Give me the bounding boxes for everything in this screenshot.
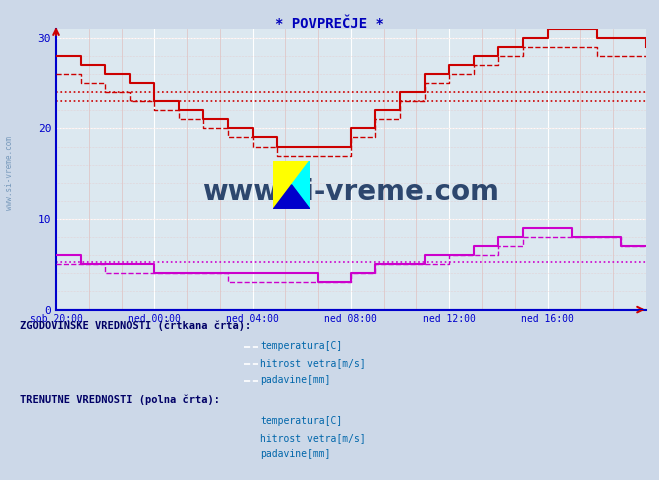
Text: padavine[mm]: padavine[mm] <box>260 449 331 459</box>
Text: TRENUTNE VREDNOSTI (polna črta):: TRENUTNE VREDNOSTI (polna črta): <box>20 395 219 405</box>
Text: hitrost vetra[m/s]: hitrost vetra[m/s] <box>260 432 366 443</box>
Text: temperatura[C]: temperatura[C] <box>260 416 343 426</box>
Text: * POVPREČJE *: * POVPREČJE * <box>275 17 384 31</box>
Text: padavine[mm]: padavine[mm] <box>260 375 331 385</box>
Polygon shape <box>273 185 310 209</box>
Text: hitrost vetra[m/s]: hitrost vetra[m/s] <box>260 358 366 368</box>
Text: ZGODOVINSKE VREDNOSTI (črtkana črta):: ZGODOVINSKE VREDNOSTI (črtkana črta): <box>20 320 251 331</box>
Polygon shape <box>273 161 310 209</box>
Text: www.si-vreme.com: www.si-vreme.com <box>5 136 14 210</box>
Text: temperatura[C]: temperatura[C] <box>260 341 343 351</box>
Text: www.si-vreme.com: www.si-vreme.com <box>202 178 500 205</box>
Polygon shape <box>291 161 310 209</box>
